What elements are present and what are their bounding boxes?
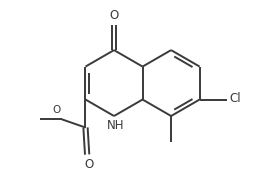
Text: O: O xyxy=(109,9,119,22)
Text: NH: NH xyxy=(107,119,124,132)
Text: Cl: Cl xyxy=(229,92,241,105)
Text: O: O xyxy=(84,158,93,171)
Text: O: O xyxy=(52,105,60,115)
